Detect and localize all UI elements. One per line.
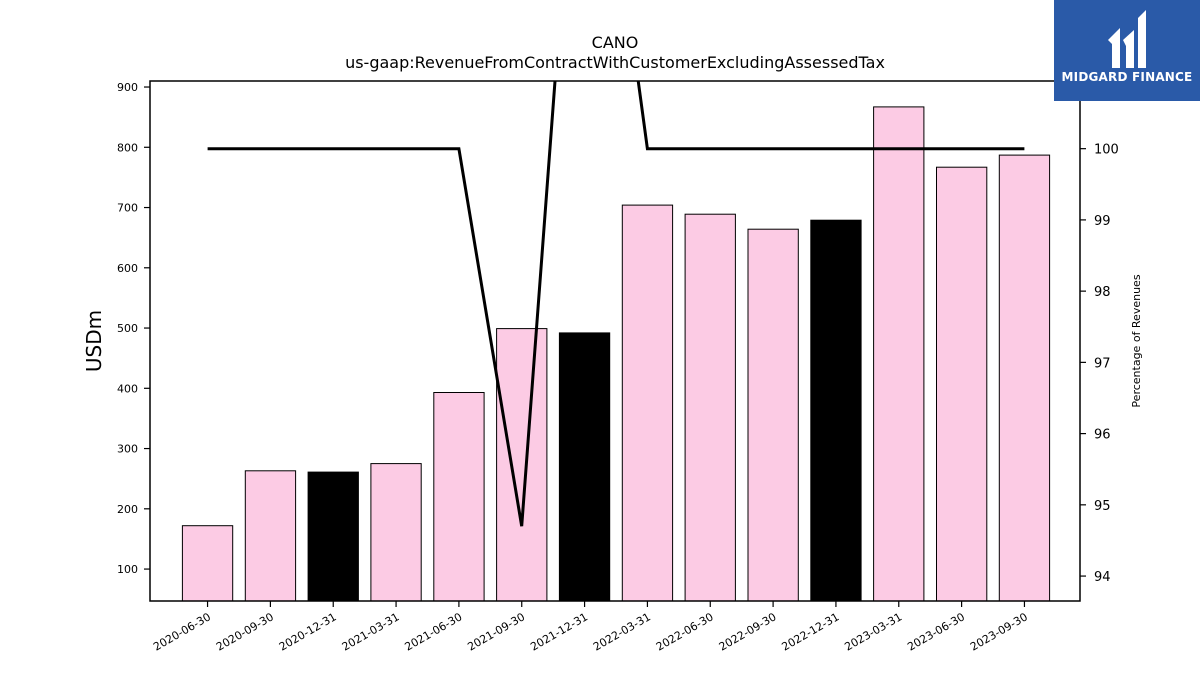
logo-mark-icon	[1108, 10, 1146, 68]
x-tick-label: 2022-03-31	[591, 610, 653, 653]
x-tick-label: 2021-03-31	[340, 610, 402, 653]
bar-2023-06-30	[936, 166, 988, 602]
y2-tick-label: 99	[1094, 214, 1111, 229]
percentage-line	[207, 81, 1025, 527]
y-tick-label: 600	[117, 262, 138, 275]
x-tick-label: 2023-03-31	[842, 610, 904, 653]
company-logo: MIDGARD FINANCE	[1054, 0, 1200, 101]
bar-2022-06-30	[684, 213, 736, 602]
bar-2021-09-30	[496, 328, 548, 602]
x-tick-label: 2020-12-31	[277, 610, 339, 653]
bar-2021-12-31	[558, 332, 611, 602]
bar-2023-09-30	[998, 154, 1051, 602]
x-tick-label: 2020-06-30	[151, 610, 213, 653]
y2-tick-label: 96	[1094, 428, 1111, 443]
y-tick-label: 300	[117, 443, 138, 456]
y-tick-label: 800	[117, 141, 138, 154]
y2-tick-label: 97	[1094, 356, 1111, 371]
y-tick-label: 200	[117, 503, 138, 516]
bar-2023-03-31	[873, 106, 925, 602]
line-group	[207, 81, 1025, 527]
y2-tick-label: 98	[1094, 285, 1111, 300]
bar-2020-06-30	[181, 525, 234, 602]
logo-text: MIDGARD FINANCE	[1061, 70, 1193, 84]
x-tick-label: 2021-12-31	[528, 610, 590, 653]
x-tick-label: 2021-06-30	[403, 610, 465, 653]
y-tick-label: 100	[117, 563, 138, 576]
chart-title: CANO	[592, 33, 639, 52]
y-axis-label-left: USDm	[82, 310, 106, 372]
y-tick-label: 400	[117, 382, 138, 395]
x-tick-label: 2020-09-30	[214, 610, 276, 653]
plot-frame	[149, 80, 1081, 602]
x-tick-label: 2022-09-30	[717, 610, 779, 653]
bar-2020-09-30	[244, 470, 297, 602]
bar-2022-03-31	[621, 204, 674, 602]
chart-subtitle: us-gaap:RevenueFromContractWithCustomerE…	[345, 53, 885, 72]
bar-2021-03-31	[370, 463, 422, 602]
y-axis-label-right: Percentage of Revenues	[1130, 274, 1143, 407]
x-tick-label: 2022-12-31	[780, 610, 842, 653]
x-tick-label: 2023-06-30	[905, 610, 967, 653]
x-tick-label: 2021-09-30	[465, 610, 527, 653]
y2-tick-label: 95	[1094, 499, 1111, 514]
x-tick-label: 2022-06-30	[654, 610, 716, 653]
bar-2021-06-30	[433, 392, 485, 602]
bar-2022-12-31	[810, 219, 862, 602]
y-tick-label: 900	[117, 81, 138, 94]
bar-2022-09-30	[747, 228, 799, 602]
y-tick-label: 700	[117, 202, 138, 215]
bar-2020-12-31	[307, 471, 359, 602]
y2-tick-label: 100	[1094, 143, 1119, 158]
x-tick-label: 2023-09-30	[968, 610, 1030, 653]
y-tick-label: 500	[117, 322, 138, 335]
bar-group	[181, 106, 1051, 602]
y2-tick-label: 94	[1094, 570, 1111, 585]
